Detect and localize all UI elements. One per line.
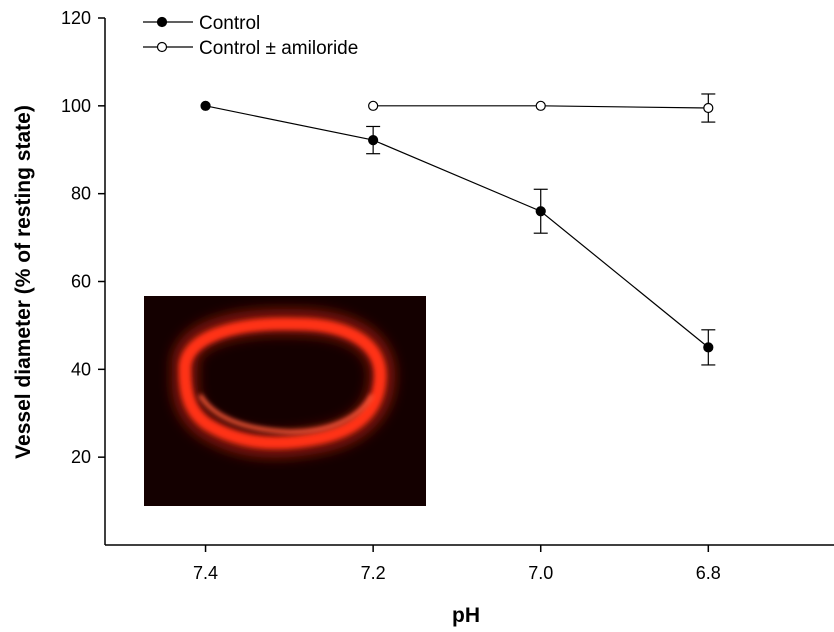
y-tick-label: 100: [61, 96, 91, 116]
x-tick-label: 7.4: [193, 563, 218, 583]
x-tick-label: 7.0: [528, 563, 553, 583]
y-axis: 20 40 60 80 100 120: [61, 8, 106, 545]
data-points: [200, 100, 714, 353]
data-point-control: [535, 206, 546, 217]
legend-label-control: Control: [199, 13, 260, 34]
legend-item-control: Control: [143, 13, 260, 34]
data-point-control-amiloride: [535, 100, 546, 111]
y-axis-title: Vessel diameter (% of resting state): [12, 105, 35, 459]
y-tick-label: 80: [71, 184, 91, 204]
legend-marker-filled: [156, 16, 168, 28]
x-ticks: 7.4 7.2 7.0 6.8: [193, 545, 721, 583]
data-point-control: [703, 342, 714, 353]
y-tick-label: 120: [61, 8, 91, 28]
data-point-control-amiloride: [368, 100, 379, 111]
legend-marker-open: [156, 41, 168, 53]
y-tick-label: 20: [71, 447, 91, 467]
y-tick-label: 40: [71, 359, 91, 379]
y-ticks: 20 40 60 80 100 120: [61, 8, 105, 467]
x-axis: 7.4 7.2 7.0 6.8: [105, 544, 834, 583]
legend: Control Control ± amiloride: [143, 13, 358, 59]
data-point-control: [368, 134, 379, 146]
data-point-control: [200, 100, 211, 111]
x-tick-label: 7.2: [361, 563, 386, 583]
vessel-fluorescence-icon: [171, 308, 396, 458]
legend-item-control-amiloride: Control ± amiloride: [143, 38, 358, 59]
x-tick-label: 6.8: [696, 563, 721, 583]
data-point-control-amiloride: [703, 102, 714, 114]
y-tick-label: 60: [71, 272, 91, 292]
inset-micrograph: [144, 296, 426, 506]
legend-label-control-amiloride: Control ± amiloride: [199, 38, 358, 59]
x-axis-title: pH: [452, 604, 480, 627]
series-line-control: [205, 105, 709, 348]
